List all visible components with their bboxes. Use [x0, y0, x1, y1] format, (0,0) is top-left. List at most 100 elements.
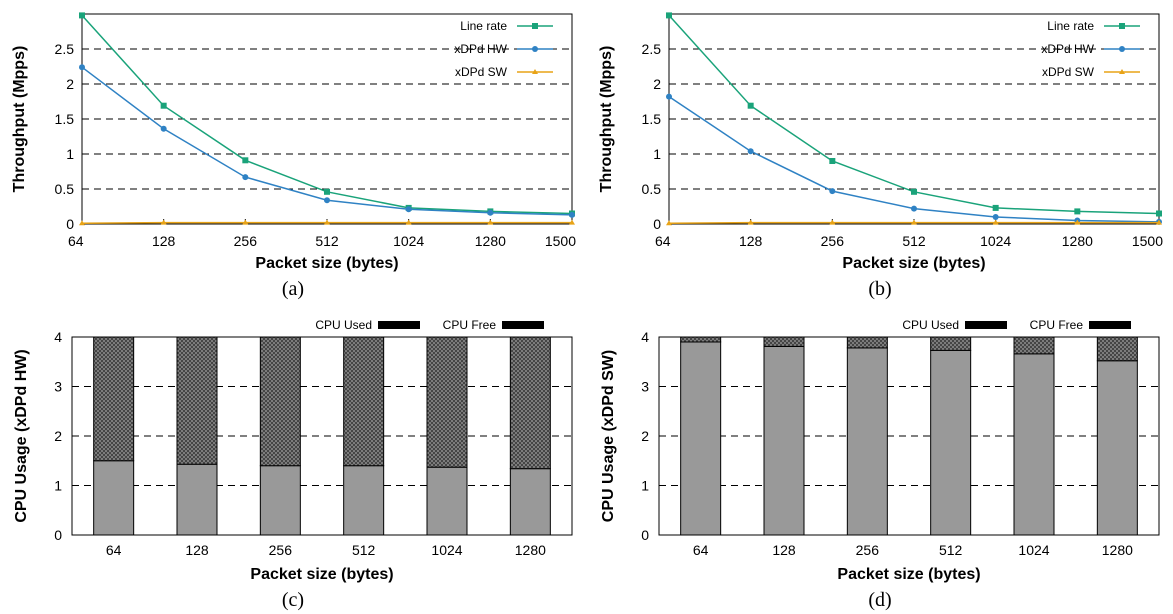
x-axis-label: Packet size (bytes) — [255, 255, 398, 272]
data-point — [405, 206, 412, 213]
data-point — [666, 93, 672, 100]
data-point — [911, 205, 917, 212]
y-tick-label: 2 — [66, 76, 74, 92]
chart-panel-c: 0 1 2 3 4 64 128 256 512 1024 1280 Packet size (byt… — [0, 307, 586, 614]
series-line — [668, 95, 1160, 223]
data-point — [569, 219, 575, 225]
legend-swatch — [378, 321, 420, 329]
data-point — [405, 219, 412, 225]
x-tick-label: 1280 — [515, 542, 546, 558]
x-tick-label: 1500 — [545, 233, 576, 249]
data-point — [992, 204, 999, 211]
data-point — [487, 209, 494, 216]
bar-segment — [509, 468, 551, 536]
y-tick-label: 2 — [653, 76, 661, 92]
x-tick-label: 512 — [902, 233, 926, 249]
legend-swatch — [502, 321, 544, 329]
data-point — [79, 64, 85, 71]
bar-segment — [93, 336, 135, 462]
chart-b-svg: 0 0.5 1 1.5 2 2.5 64 128 256 512 1024 1280 1500 Packe… — [598, 12, 1163, 272]
y-tick-label: 2 — [641, 428, 649, 444]
legend-label: CPU Free — [443, 318, 497, 332]
data-point — [1156, 219, 1162, 225]
y-tick-label: 1 — [641, 478, 649, 494]
chart-panel-d: 0 1 2 3 4 64 128 256 512 1024 1280 Packet size (byt… — [587, 307, 1173, 614]
bar-segment — [426, 466, 468, 536]
x-tick-label: 256 — [856, 542, 880, 558]
x-tick-label: 256 — [821, 233, 845, 249]
y-tick-label: 3 — [54, 379, 62, 395]
caption-d: (d) — [868, 589, 892, 611]
x-tick-label: 128 — [772, 542, 796, 558]
y-axis-label: Throughput (Mpps) — [598, 46, 615, 193]
data-point — [747, 102, 754, 109]
y-tick-label: 0.5 — [642, 181, 662, 197]
bar-segment — [343, 336, 385, 467]
x-tick-label: 1024 — [431, 542, 462, 558]
y-tick-label: 1.5 — [55, 111, 75, 127]
data-point — [324, 197, 330, 204]
x-tick-label: 1280 — [1062, 233, 1093, 249]
y-tick-label: 2.5 — [642, 41, 662, 57]
chart-panel-b: 0 0.5 1 1.5 2 2.5 64 128 256 512 1024 1280 1500 Packe… — [587, 0, 1173, 307]
bar-segment — [1013, 336, 1055, 355]
bar-segment — [426, 336, 468, 468]
data-point — [242, 157, 249, 164]
data-point — [666, 220, 672, 226]
bar-segment — [680, 341, 722, 536]
y-tick-label: 0 — [54, 527, 62, 543]
x-tick-label: 1024 — [980, 233, 1011, 249]
x-tick-label: 1024 — [393, 233, 424, 249]
y-tick-label: 1 — [653, 146, 661, 162]
x-tick-label: 64 — [106, 542, 122, 558]
x-tick-label: 128 — [739, 233, 763, 249]
y-tick-label: 4 — [641, 329, 649, 345]
legend-label: xDPd SW — [1042, 65, 1095, 79]
bar-segment — [1013, 353, 1055, 536]
caption-b: (b) — [868, 278, 892, 300]
y-axis-label: CPU Usage (xDPd SW) — [600, 350, 617, 522]
x-axis-label: Packet size (bytes) — [837, 566, 980, 583]
legend-label: Line rate — [1047, 19, 1094, 33]
legend-swatch — [1089, 321, 1131, 329]
data-point — [324, 219, 330, 225]
caption-a: (a) — [281, 278, 305, 300]
bar-segment — [930, 349, 972, 536]
legend-label: xDPd SW — [455, 65, 508, 79]
bar-segment — [343, 465, 385, 536]
x-tick-label: 64 — [693, 542, 709, 558]
data-point — [747, 219, 754, 225]
data-point — [242, 219, 249, 225]
y-tick-label: 1.5 — [642, 111, 662, 127]
data-point — [829, 158, 836, 164]
data-point — [324, 188, 330, 195]
x-tick-label: 128 — [185, 542, 209, 558]
legend-marker — [1119, 46, 1125, 52]
bar-segment — [763, 345, 805, 536]
data-point — [1074, 208, 1081, 215]
bar-segment — [930, 336, 972, 351]
bar-segment — [680, 336, 722, 343]
y-axis-label: CPU Usage (xDPd HW) — [13, 349, 30, 522]
plot-frame — [71, 336, 573, 536]
bar-segment — [846, 336, 888, 349]
y-tick-label: 2.5 — [55, 41, 75, 57]
bar-segment — [1096, 336, 1138, 362]
legend-marker — [1119, 23, 1125, 29]
data-point — [911, 188, 917, 195]
bar-segment — [176, 336, 218, 465]
bar-segment — [93, 460, 135, 536]
x-tick-label: 256 — [234, 233, 258, 249]
bar-segment — [176, 463, 218, 536]
y-tick-label: 1 — [66, 146, 74, 162]
x-tick-label: 256 — [269, 542, 293, 558]
data-point — [1074, 219, 1081, 225]
bar-segment — [259, 465, 301, 536]
data-point — [1156, 210, 1162, 217]
y-tick-label: 3 — [641, 379, 649, 395]
data-point — [160, 102, 167, 109]
bar-segment — [509, 336, 551, 470]
data-point — [992, 214, 999, 220]
bar-segment — [846, 347, 888, 536]
y-tick-label: 1 — [54, 478, 62, 494]
